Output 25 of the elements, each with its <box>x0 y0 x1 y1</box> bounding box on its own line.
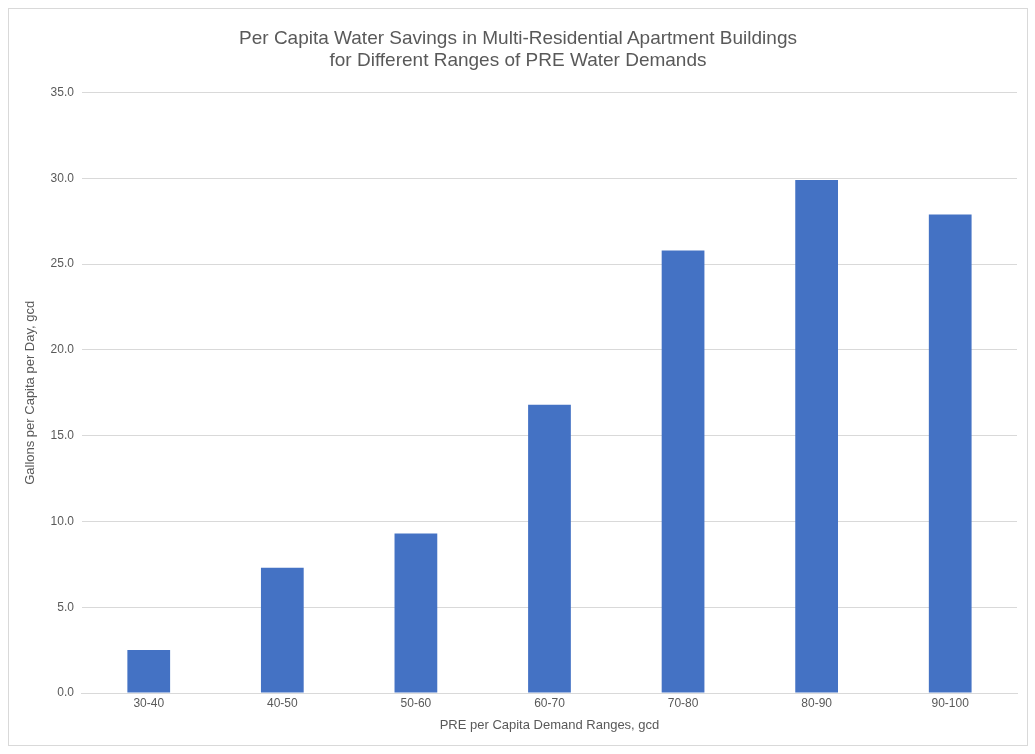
y-tick-label: 5.0 <box>57 599 75 614</box>
x-tick-label: 30-40 <box>133 695 165 710</box>
x-axis-title: PRE per Capita Demand Ranges, gcd <box>439 716 660 732</box>
x-tick-label: 70-80 <box>667 695 699 710</box>
y-tick-label: 30.0 <box>50 170 75 185</box>
bar <box>394 533 438 693</box>
bar <box>127 650 171 693</box>
bar <box>795 180 839 693</box>
x-tick-label: 60-70 <box>534 695 566 710</box>
y-axis-title: Gallons per Capita per Day, gcd <box>22 300 38 485</box>
y-tick-label: 35.0 <box>50 84 75 99</box>
bar <box>661 250 705 693</box>
x-tick-label: 80-90 <box>801 695 833 710</box>
x-tick-label: 90-100 <box>931 695 970 710</box>
y-tick-label: 0.0 <box>57 685 75 700</box>
y-tick-label: 15.0 <box>50 428 75 442</box>
y-tick-label: 20.0 <box>50 342 75 357</box>
y-tick-label: 25.0 <box>50 256 75 271</box>
bar <box>528 404 571 693</box>
bar <box>928 214 972 693</box>
chart-title: Per Capita Water Savings in Multi-Residential Apartment Buildings for Different Ranges of PRE Water Demands <box>239 26 797 71</box>
x-tick-label: 50-60 <box>400 695 432 710</box>
x-tick-label: 40-50 <box>266 695 298 710</box>
bar <box>260 567 304 693</box>
y-tick-label: 10.0 <box>50 513 75 528</box>
